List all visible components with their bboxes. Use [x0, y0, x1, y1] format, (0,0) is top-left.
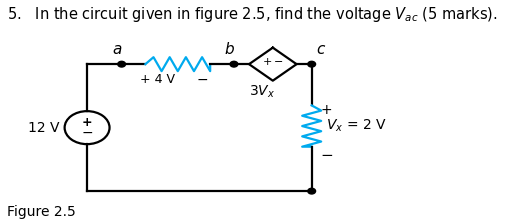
- Text: Figure 2.5: Figure 2.5: [7, 205, 76, 219]
- Circle shape: [230, 61, 238, 67]
- Text: +: +: [320, 103, 332, 117]
- Circle shape: [308, 61, 315, 67]
- Text: 5.   In the circuit given in figure 2.5, find the voltage $V_{ac}$ (5 marks).: 5. In the circuit given in figure 2.5, f…: [7, 5, 498, 24]
- Text: −: −: [196, 73, 208, 87]
- Circle shape: [118, 61, 126, 67]
- Text: + 4 V: + 4 V: [140, 73, 175, 86]
- Text: $V_x$ = 2 V: $V_x$ = 2 V: [325, 118, 386, 134]
- Text: c: c: [316, 42, 324, 57]
- Text: $3V_x$: $3V_x$: [249, 83, 275, 100]
- Text: −: −: [320, 148, 333, 163]
- Text: b: b: [225, 42, 234, 57]
- Text: +: +: [263, 57, 272, 67]
- Text: a: a: [113, 42, 122, 57]
- Text: 12 V: 12 V: [28, 121, 59, 135]
- Text: −: −: [81, 126, 93, 140]
- Circle shape: [308, 188, 315, 194]
- Text: +: +: [82, 116, 92, 129]
- Text: −: −: [274, 57, 283, 67]
